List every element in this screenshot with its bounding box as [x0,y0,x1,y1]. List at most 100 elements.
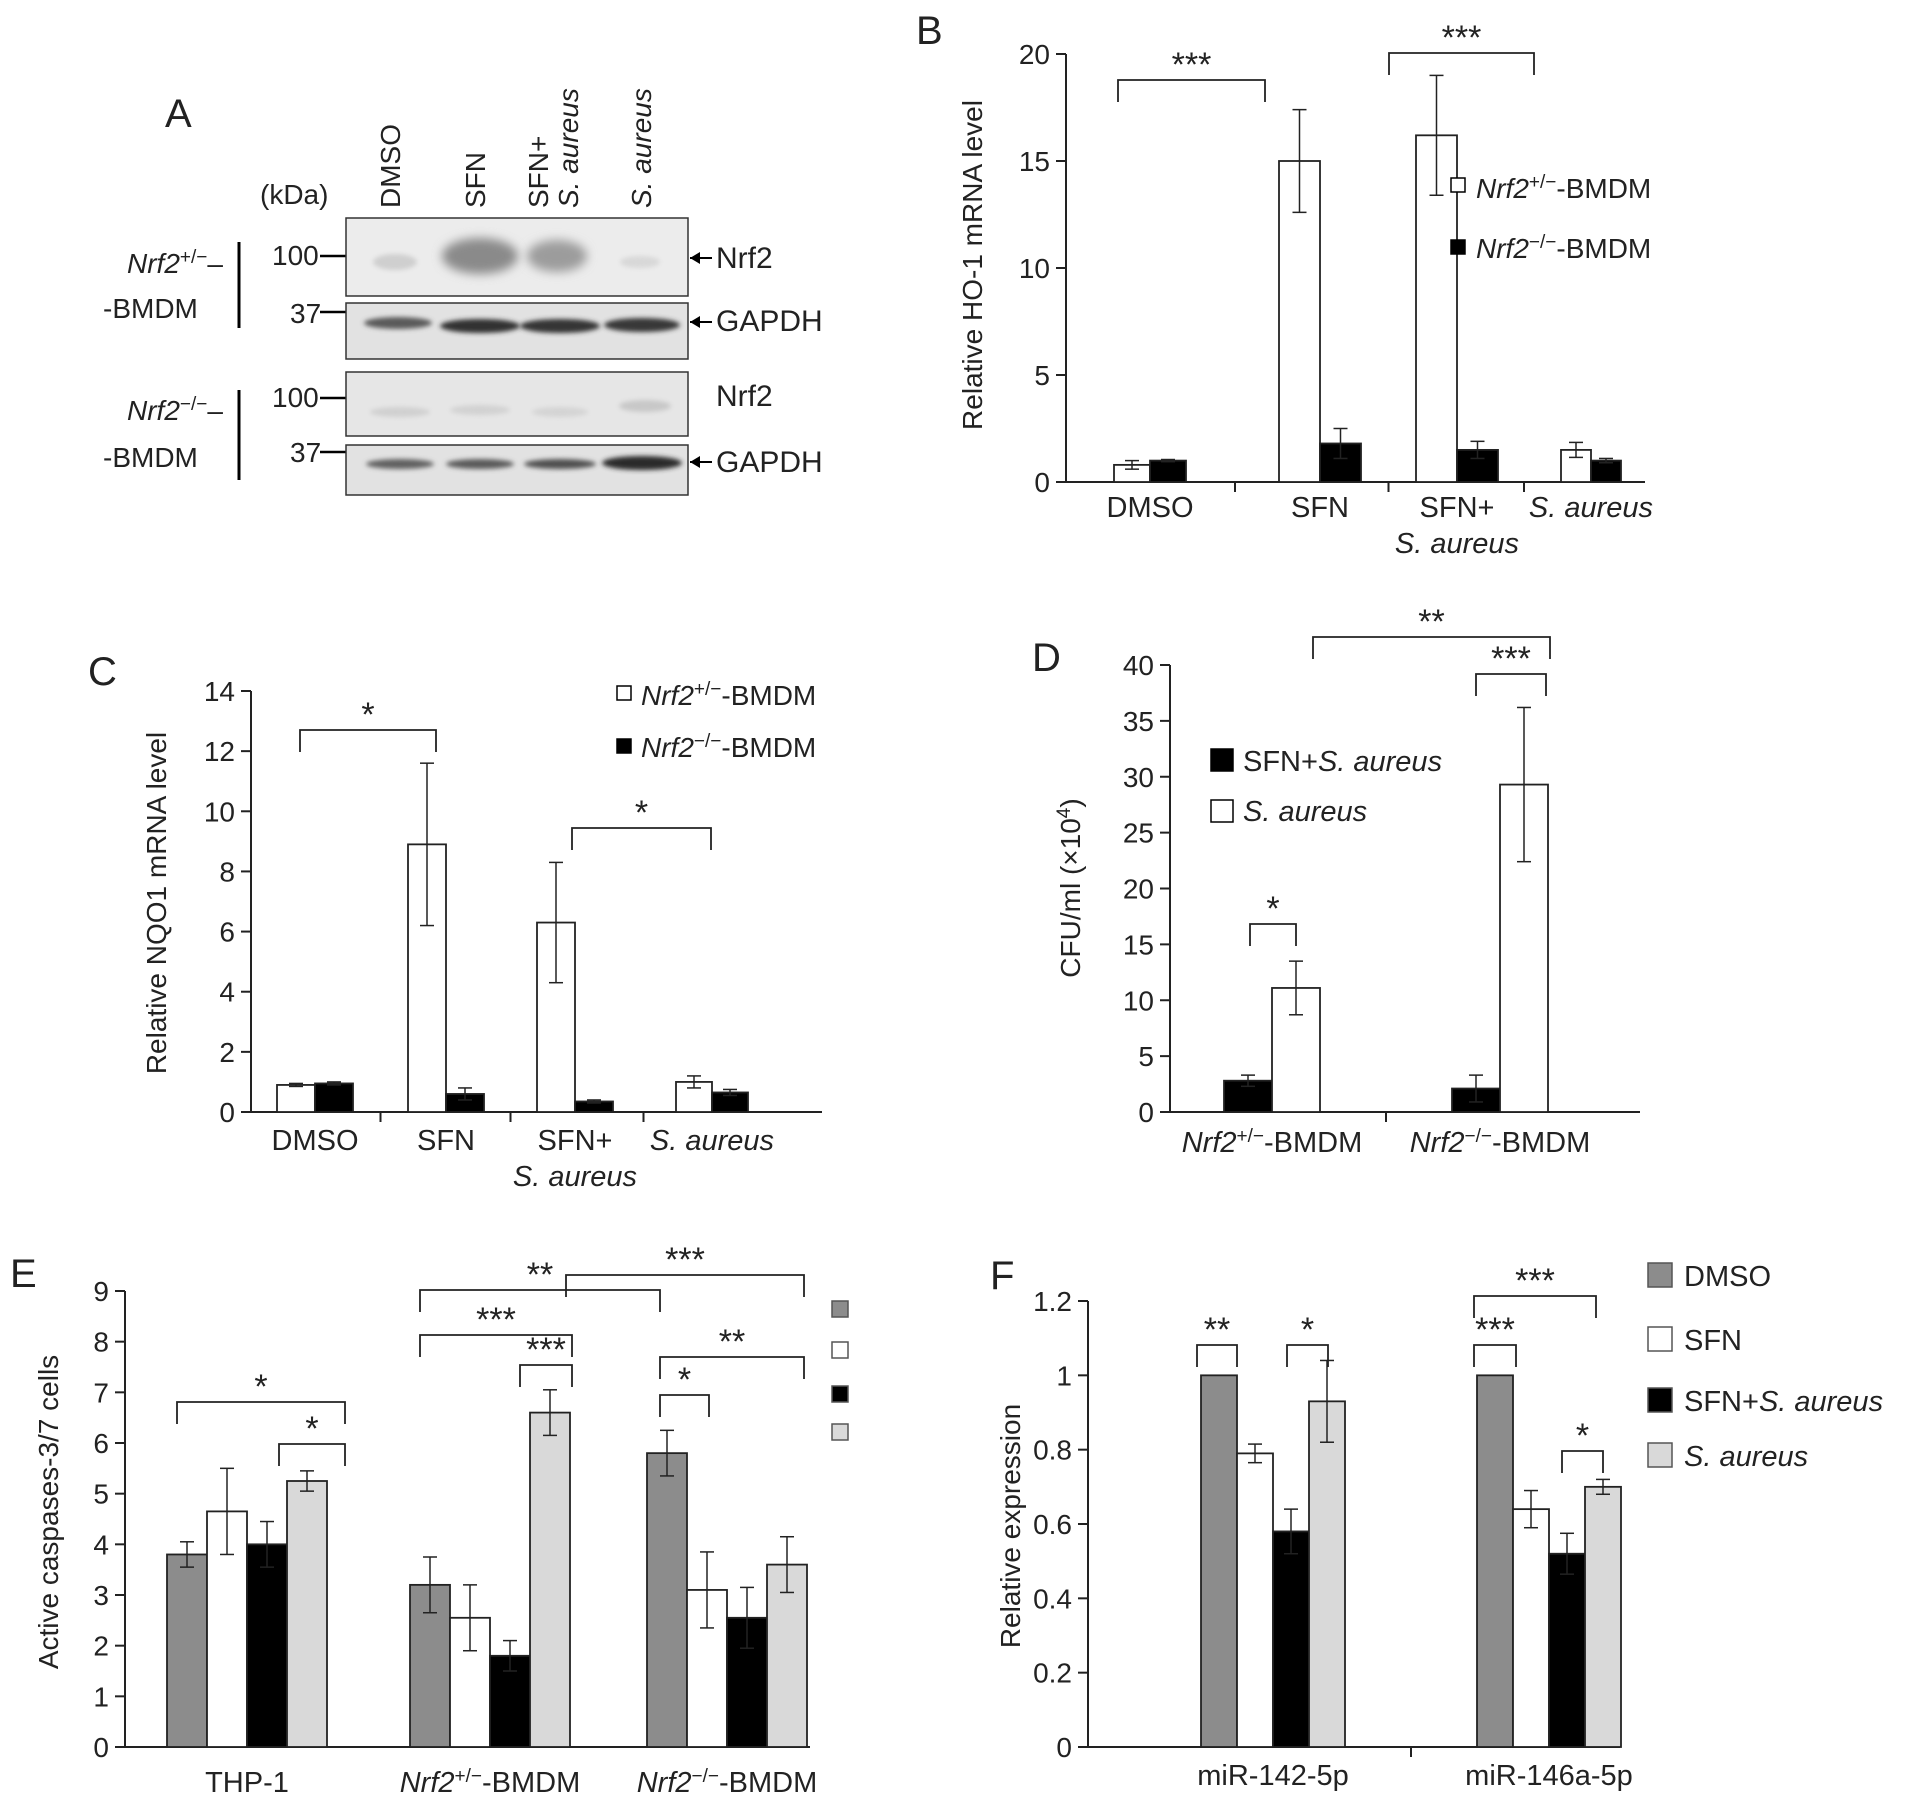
category-label-gene: Nrf2 [637,1767,692,1799]
category-label: Nrf2+/−-BMDM [1182,1126,1363,1160]
blot-band [619,400,671,412]
category-label: Nrf2−/−-BMDM [637,1766,818,1800]
significance-label: * [1266,890,1279,928]
category-label: Nrf2+/−-BMDM [400,1766,581,1800]
bar [1278,160,1321,483]
bar [246,1543,288,1748]
y-tick-label: 15 [1123,929,1154,960]
category-label-line2: S. aureus [513,1161,637,1193]
panel-f: F 0 0.2 0.4 0.6 0.8 1 1.2 miR-142-5p miR-146a-5p… [990,1254,1883,1792]
legend-swatch-het [616,685,632,701]
band-arrow-head [690,252,700,264]
legend-swatch-ko [1450,239,1466,255]
significance-label: * [305,1410,318,1448]
chart-e-ylabel: Active caspases-3/7 cells [33,1355,64,1669]
y-tick-label: 9 [93,1276,109,1307]
legend-swatch-dmso [1647,1262,1673,1288]
category-label-sup: +/− [1237,1126,1264,1147]
bar [1272,1530,1310,1748]
chart-d-ylabel: CFU/ml (×104) [1054,798,1087,977]
y-tick-label: 8 [93,1327,109,1358]
panel-letter-e: E [10,1252,37,1296]
significance-label: *** [526,1331,566,1369]
blot-membrane [345,444,689,496]
panel-letter-d: D [1032,636,1061,680]
significance-label: * [1576,1417,1589,1455]
panel-letter-a: A [165,92,192,136]
legend-f-sfn: SFN [1684,1325,1742,1357]
significance-bracket [1473,1344,1517,1367]
bar [1308,1400,1346,1748]
significance-label: *** [665,1241,705,1279]
blot-band [450,405,510,415]
y-tick-label: 0.6 [1033,1509,1072,1540]
bar [1476,1374,1514,1748]
band-label-nrf2-top: Nrf2 [716,242,773,275]
significance-bracket [659,1356,805,1379]
category-label: DMSO [272,1125,359,1157]
category-label-gene: Nrf2 [1410,1127,1465,1159]
significance-label: * [254,1368,267,1406]
legend-swatch-sa [1210,799,1234,823]
panel-a: A (kDa) DMSO SFN SFN+ S. aureus S. aureu… [103,88,823,496]
marker-37-bottom: 37 [290,437,321,468]
bar [1149,459,1187,483]
y-tick-label: 10 [204,796,235,827]
legend-f-dmso: DMSO [1684,1261,1771,1293]
category-label-line2: S. aureus [1395,528,1519,560]
significance-bracket [659,1394,710,1417]
legend-swatch-sa [1647,1442,1673,1468]
legend-swatch-dmso [831,1300,849,1318]
bar [1200,1374,1238,1748]
legend-swatch-sfn [831,1341,849,1359]
y-tick-label: 25 [1123,818,1154,849]
lane-label-sfn-sa: SFN+ [523,136,554,208]
y-tick-label: 1 [93,1681,109,1712]
chart-b-plot: 0 5 10 15 20 DMSO SFN SFN+ S. aureus S. aureus ***… [1019,19,1653,560]
y-tick-label: 10 [1123,985,1154,1016]
y-tick-label: 4 [93,1529,109,1560]
significance-label: *** [1172,46,1212,84]
legend-swatch-sfn-sa [831,1385,849,1403]
y-tick-label: 1.2 [1033,1286,1072,1317]
group-label-het-2: -BMDM [103,293,198,324]
legend-swatch-het [1450,177,1466,193]
panel-c: C 0 2 4 6 8 10 12 14 DMSO SFN SFN+ S. aureus S. aure… [88,650,822,1193]
significance-bracket [299,729,437,752]
significance-label: * [361,696,374,734]
group-label-ko-2: -BMDM [103,442,198,473]
y-tick-label: 1 [1056,1360,1072,1391]
y-tick-label: 5 [93,1479,109,1510]
band-label-gapdh-bottom: GAPDH [716,446,823,479]
significance-bracket [419,1289,661,1312]
category-label: SFN+ [538,1125,613,1157]
category-label: THP-1 [205,1767,289,1799]
category-label: S. aureus [650,1125,774,1157]
blot-band [440,319,520,333]
significance-bracket [1312,636,1551,659]
significance-bracket [419,1334,573,1357]
y-tick-label: 12 [204,736,235,767]
legend-c-het: Nrf2+/−-BMDM [641,679,816,712]
y-tick-label: 5 [1138,1041,1154,1072]
y-tick-label: 8 [219,856,235,887]
legend-d-sfn-sa: SFN+S. aureus [1243,746,1442,778]
category-label-sup: −/− [1465,1126,1492,1147]
blot-band [373,254,417,270]
significance-bracket [1473,1295,1597,1318]
category-label-suffix: -BMDM [1492,1127,1590,1159]
significance-label: ** [719,1323,745,1361]
y-tick-label: 6 [93,1428,109,1459]
significance-label: *** [1475,1311,1515,1349]
category-label: miR-142-5p [1197,1760,1349,1792]
blot-band [364,317,432,329]
panel-letter-b: B [916,9,943,53]
legend-swatch-ko [616,738,632,754]
significance-bracket [1561,1450,1604,1473]
blot-band [604,318,680,332]
kda-label: (kDa) [260,179,328,210]
significance-label: ** [1418,603,1444,641]
category-label-suffix: -BMDM [482,1767,580,1799]
